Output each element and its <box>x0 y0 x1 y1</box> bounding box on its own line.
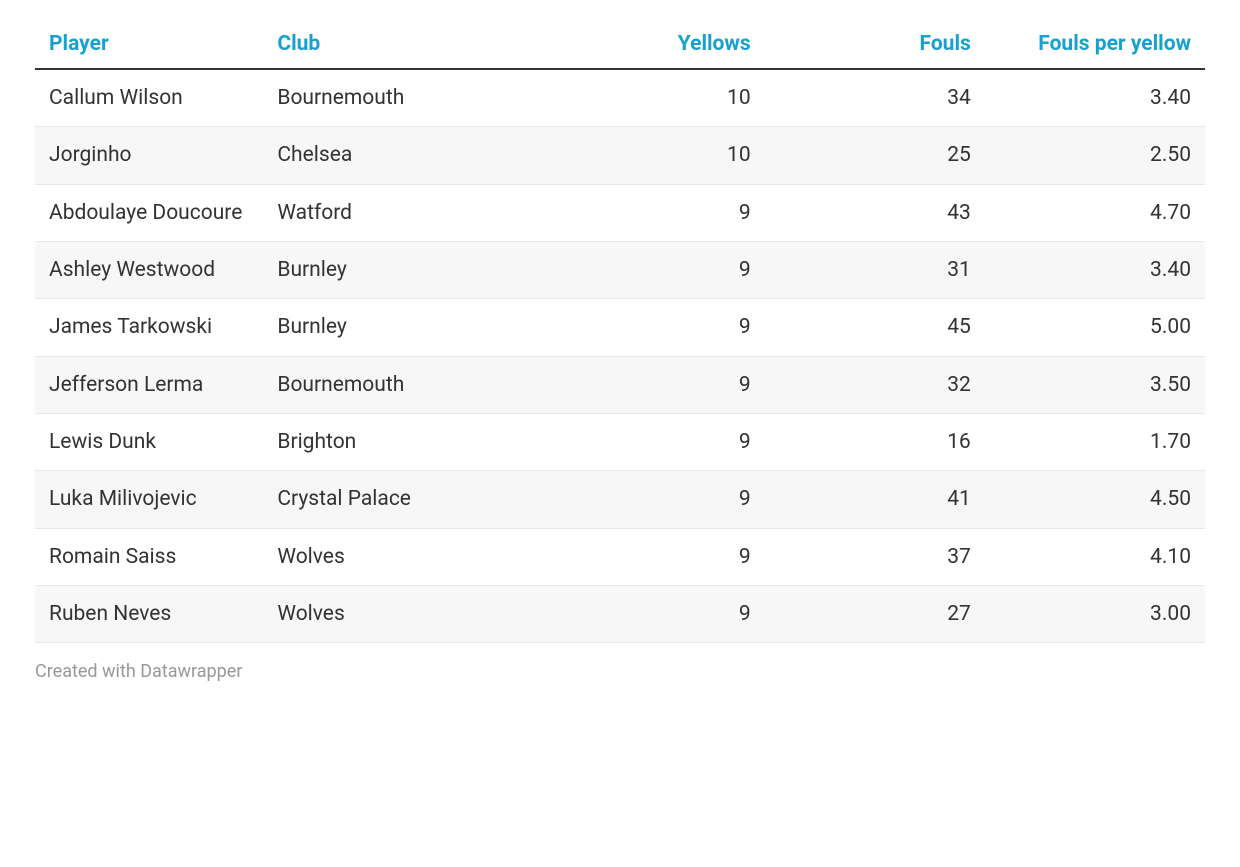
cell-fpy: 3.40 <box>985 69 1205 127</box>
cell-fouls: 37 <box>765 528 985 585</box>
cell-fpy: 4.10 <box>985 528 1205 585</box>
cell-club: Burnley <box>263 242 544 299</box>
table-row: Jorginho Chelsea 10 25 2.50 <box>35 127 1205 184</box>
cell-fpy: 1.70 <box>985 414 1205 471</box>
cell-yellows: 9 <box>544 414 764 471</box>
cell-yellows: 10 <box>544 69 764 127</box>
cell-club: Bournemouth <box>263 69 544 127</box>
cell-club: Crystal Palace <box>263 471 544 528</box>
cell-yellows: 9 <box>544 242 764 299</box>
cell-fpy: 3.50 <box>985 356 1205 413</box>
col-header-yellows[interactable]: Yellows <box>544 20 764 69</box>
cell-club: Burnley <box>263 299 544 356</box>
cell-fpy: 3.40 <box>985 242 1205 299</box>
cell-fouls: 45 <box>765 299 985 356</box>
cell-yellows: 9 <box>544 356 764 413</box>
table-row: Luka Milivojevic Crystal Palace 9 41 4.5… <box>35 471 1205 528</box>
cell-yellows: 9 <box>544 184 764 241</box>
table-row: Callum Wilson Bournemouth 10 34 3.40 <box>35 69 1205 127</box>
cell-club: Wolves <box>263 528 544 585</box>
table-row: Lewis Dunk Brighton 9 16 1.70 <box>35 414 1205 471</box>
table-row: Romain Saiss Wolves 9 37 4.10 <box>35 528 1205 585</box>
cell-player: Jorginho <box>35 127 263 184</box>
cell-fpy: 3.00 <box>985 586 1205 643</box>
cell-fpy: 4.50 <box>985 471 1205 528</box>
cell-yellows: 9 <box>544 586 764 643</box>
table-row: Ashley Westwood Burnley 9 31 3.40 <box>35 242 1205 299</box>
cell-fouls: 16 <box>765 414 985 471</box>
cell-player: Lewis Dunk <box>35 414 263 471</box>
cell-player: Jefferson Lerma <box>35 356 263 413</box>
table-row: Jefferson Lerma Bournemouth 9 32 3.50 <box>35 356 1205 413</box>
cell-player: Romain Saiss <box>35 528 263 585</box>
col-header-fouls[interactable]: Fouls <box>765 20 985 69</box>
cell-yellows: 9 <box>544 299 764 356</box>
table-row: Ruben Neves Wolves 9 27 3.00 <box>35 586 1205 643</box>
table-row: Abdoulaye Doucoure Watford 9 43 4.70 <box>35 184 1205 241</box>
cell-player: Ashley Westwood <box>35 242 263 299</box>
cell-fouls: 27 <box>765 586 985 643</box>
col-header-fpy[interactable]: Fouls per yellow <box>985 20 1205 69</box>
cell-fpy: 2.50 <box>985 127 1205 184</box>
cell-club: Brighton <box>263 414 544 471</box>
cell-player: Callum Wilson <box>35 69 263 127</box>
cell-fouls: 25 <box>765 127 985 184</box>
cell-fouls: 34 <box>765 69 985 127</box>
cell-player: Abdoulaye Doucoure <box>35 184 263 241</box>
cell-club: Bournemouth <box>263 356 544 413</box>
cell-player: Ruben Neves <box>35 586 263 643</box>
cell-player: Luka Milivojevic <box>35 471 263 528</box>
cell-yellows: 10 <box>544 127 764 184</box>
cell-club: Chelsea <box>263 127 544 184</box>
cell-club: Watford <box>263 184 544 241</box>
col-header-player[interactable]: Player <box>35 20 263 69</box>
cell-fpy: 4.70 <box>985 184 1205 241</box>
cell-fpy: 5.00 <box>985 299 1205 356</box>
cell-yellows: 9 <box>544 471 764 528</box>
cell-player: James Tarkowski <box>35 299 263 356</box>
cell-fouls: 41 <box>765 471 985 528</box>
cell-club: Wolves <box>263 586 544 643</box>
stats-table: Player Club Yellows Fouls Fouls per yell… <box>35 20 1205 643</box>
cell-fouls: 31 <box>765 242 985 299</box>
attribution-footer: Created with Datawrapper <box>35 661 1205 682</box>
col-header-club[interactable]: Club <box>263 20 544 69</box>
cell-fouls: 43 <box>765 184 985 241</box>
table-row: James Tarkowski Burnley 9 45 5.00 <box>35 299 1205 356</box>
cell-fouls: 32 <box>765 356 985 413</box>
cell-yellows: 9 <box>544 528 764 585</box>
table-body: Callum Wilson Bournemouth 10 34 3.40 Jor… <box>35 69 1205 643</box>
table-header-row: Player Club Yellows Fouls Fouls per yell… <box>35 20 1205 69</box>
